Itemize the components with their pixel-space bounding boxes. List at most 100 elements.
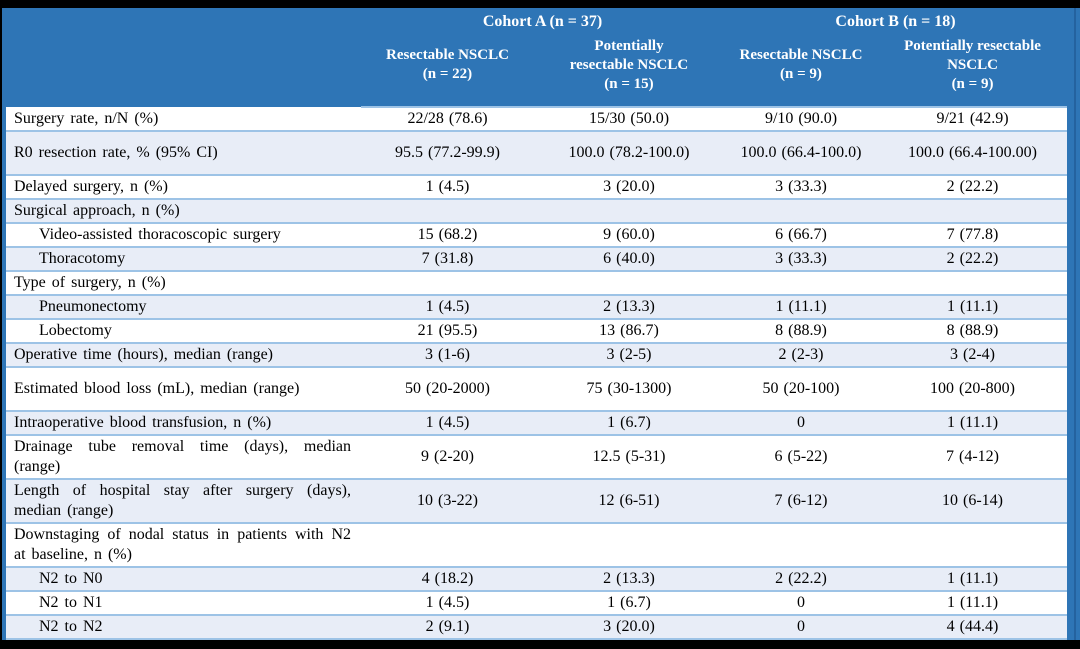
cell-value: 95.5 (77.2-99.9) [395, 144, 500, 161]
cell-value: 0 [797, 594, 805, 611]
table-row: Lobectomy 21 (95.5) 13 (86.7) 8 (88.9) 8 (88… [6, 319, 1067, 343]
right-accent-line [1074, 8, 1076, 640]
cell-value: 1 (4.5) [361, 639, 534, 640]
cell-value: 2 (22.2) [946, 178, 999, 195]
cell-value: 7 (6-12) [774, 492, 828, 509]
table-header: Cohort A (n = 37) Cohort B (n = 18) Rese… [6, 8, 1067, 108]
cell-value: 2 (22.2) [946, 250, 999, 267]
table-row: Delayed surgery, n (%) 1 (4.5) 3 (20.0) 3 (… [6, 175, 1067, 199]
cell-value: 1 (4.5) [425, 178, 470, 195]
row-label: N2 to N2 [39, 618, 103, 635]
subgroup-header-row: Resectable NSCLC (n = 22) Potentially re… [6, 32, 1067, 108]
table-frame: Cohort A (n = 37) Cohort B (n = 18) Rese… [2, 8, 1080, 640]
cell-value: 4 (44.4) [946, 618, 999, 635]
cohort-header-row: Cohort A (n = 37) Cohort B (n = 18) [6, 8, 1067, 107]
cell-value: 10 (3-22) [417, 492, 478, 509]
row-label: Drainage tube removal time (days), media… [14, 438, 351, 475]
cell-value: 22/28 (78.6) [407, 110, 488, 127]
col-header-potentially-resectable-a: Potentially resectable NSCLC (n = 15) [534, 32, 724, 108]
row-label: Video-assisted thoracoscopic surgery [39, 226, 281, 243]
cell-value: 0 [797, 414, 805, 431]
cell-value [724, 199, 878, 223]
cell-value: 13 (86.7) [599, 322, 659, 339]
cell-value: 1 (11.1) [946, 594, 999, 611]
row-label: Lobectomy [39, 322, 112, 339]
table-row: N2 to N1 1 (4.5) 1 (6.7) 0 1 (11.1) [6, 591, 1067, 615]
cell-value [534, 271, 724, 295]
table-row: Drainage tube removal time (days), media… [6, 435, 1067, 479]
row-label: Surgical complications, n (%) [6, 639, 361, 640]
table-row: Video-assisted thoracoscopic surgery 15 (… [6, 223, 1067, 247]
row-label: Surgery rate, n/N (%) [14, 109, 159, 127]
corner-cell [6, 8, 361, 107]
cell-value: 12 (6-51) [598, 492, 660, 509]
cell-value: 4 (18.2) [421, 570, 474, 587]
cell-value: 3 (20.0) [603, 178, 655, 195]
cell-value: 2 (2-3) [778, 346, 824, 363]
col-header-resectable-b: Resectable NSCLC (n = 9) [724, 32, 878, 108]
cell-value: 9/21 (42.9) [936, 110, 1009, 127]
cell-value: 1 (11.1) [946, 414, 999, 431]
cell-value: 1 (4.5) [425, 594, 470, 611]
row-label: Delayed surgery, n (%) [14, 178, 168, 195]
cell-value: 12.5 (5-31) [592, 448, 666, 465]
cell-value: 1 (6.7) [607, 594, 651, 611]
cell-value [724, 271, 878, 295]
cell-value: 6 (5-22) [774, 448, 828, 465]
cell-value: 15/30 (50.0) [588, 110, 670, 127]
cell-value: 75 (30-1300) [586, 380, 672, 397]
row-label: Estimated blood loss (mL), median (range… [14, 380, 300, 397]
table-row: Surgery rate, n/N (%) 22/28 (78.6) 15/30 (… [6, 107, 1067, 131]
col-header-potentially-resectable-b: Potentially resectable NSCLC (n = 9) [878, 32, 1067, 108]
cell-value: 1 (11.1) [775, 298, 827, 315]
table-body: Surgery rate, n/N (%) 22/28 (78.6) 15/30 (… [6, 107, 1067, 640]
cell-value [361, 271, 534, 295]
col-header-resectable-a: Resectable NSCLC (n = 22) [361, 32, 534, 108]
cell-value: 1 (6.7) [607, 414, 651, 431]
cell-value: 3 (2-4) [950, 346, 995, 363]
row-label: Intraoperative blood transfusion, n (%) [14, 414, 272, 431]
row-label: Surgical approach, n (%) [14, 202, 180, 219]
row-label: N2 to N1 [39, 594, 103, 611]
table-row: Thoracotomy 7 (31.8) 6 (40.0) 3 (33.3) 2 (22… [6, 247, 1067, 271]
cell-value: 0 [878, 639, 1067, 640]
cell-value: 3 (20.0) [603, 618, 655, 635]
table-row: Type of surgery, n (%) [6, 271, 1067, 295]
cell-value [361, 523, 534, 567]
cell-value: 100 (20-800) [930, 380, 1015, 397]
cell-value: 9 (2-20) [421, 448, 474, 465]
cell-value: 7 (31.8) [421, 250, 474, 267]
cell-value: 2 (13.3) [603, 298, 655, 315]
cell-value: 10 (6-14) [942, 492, 1003, 509]
cell-value: 8 (88.9) [946, 322, 999, 339]
cell-value: 0 [797, 618, 805, 635]
cell-value: 3 (1-6) [425, 346, 470, 363]
row-label: Type of surgery, n (%) [14, 274, 166, 291]
cell-value: 3 (2-5) [606, 346, 652, 363]
cell-value: 1 (11.1) [946, 570, 999, 587]
cell-value: 0 [724, 639, 878, 640]
table-row: Downstaging of nodal status in patients … [6, 523, 1067, 567]
table-row: Intraoperative blood transfusion, n (%) 1… [6, 411, 1067, 435]
cell-value: 9 (60.0) [603, 226, 655, 243]
table-row: Surgical approach, n (%) [6, 199, 1067, 223]
row-label: Operative time (hours), median (range) [14, 346, 274, 363]
cell-value: 3 (33.3) [775, 178, 827, 195]
cell-value [534, 199, 724, 223]
cell-value: 2 (22.2) [775, 570, 827, 587]
cell-value: 21 (95.5) [417, 322, 478, 339]
cell-value: 3 (33.3) [775, 250, 827, 267]
cohort-a-header: Cohort A (n = 37) [361, 8, 724, 32]
cell-value: 2 (13.3) [603, 570, 655, 587]
row-label: Thoracotomy [39, 250, 126, 267]
row-label: Pneumonectomy [39, 298, 147, 315]
cell-value: 6 (40.0) [603, 250, 655, 267]
cell-value: 50 (20-2000) [405, 380, 490, 397]
cell-value [534, 523, 724, 567]
table-row: Length of hospital stay after surgery (d… [6, 479, 1067, 523]
table-row: Operative time (hours), median (range) 3 … [6, 343, 1067, 367]
cohort-b-header: Cohort B (n = 18) [724, 8, 1067, 32]
table-row: N2 to N2 2 (9.1) 3 (20.0) 0 4 (44.4) [6, 615, 1067, 639]
cell-value: 6 (66.7) [775, 226, 827, 243]
cell-value [724, 523, 878, 567]
